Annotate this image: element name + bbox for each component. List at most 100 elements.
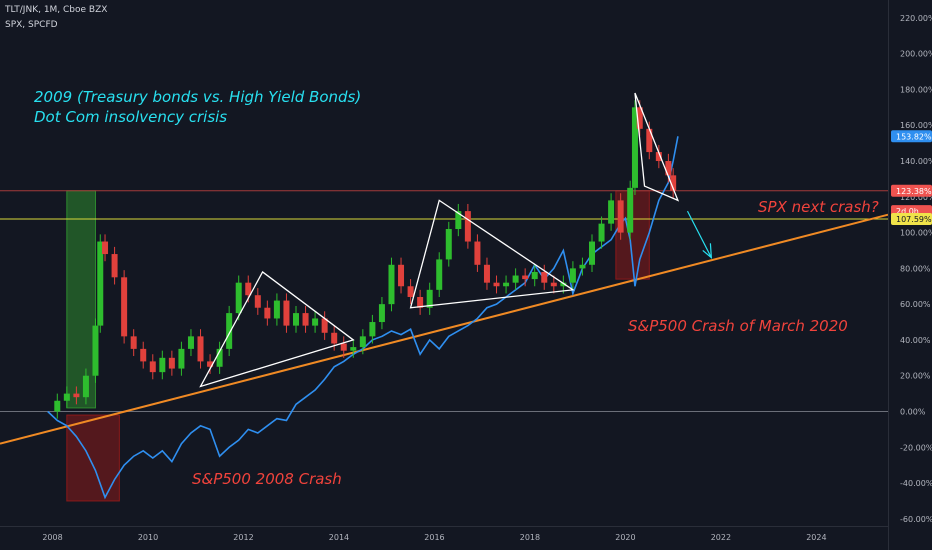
y-tick-label: -20.00% xyxy=(900,443,932,452)
candle-body xyxy=(111,254,118,278)
candle-body xyxy=(273,300,280,319)
pattern-triangle-2 xyxy=(634,92,680,202)
candle-body xyxy=(102,241,109,255)
price-label-text: 2d 0h xyxy=(896,207,919,216)
y-tick-label: 80.00% xyxy=(900,264,931,273)
candle-body xyxy=(579,264,586,269)
candle-body xyxy=(321,318,328,333)
candle-body xyxy=(73,393,80,398)
x-tick-label: 2012 xyxy=(233,533,253,542)
candle-body xyxy=(226,313,233,349)
y-tick-label: 40.00% xyxy=(900,336,931,345)
x-tick-label: 2022 xyxy=(711,533,731,542)
candle-body xyxy=(359,336,366,348)
x-tick-label: 2016 xyxy=(424,533,444,542)
candle-body xyxy=(82,375,89,398)
candle-body xyxy=(369,322,376,337)
x-tick-label: 2018 xyxy=(520,533,540,542)
candle-body xyxy=(63,393,70,401)
x-tick-label: 2024 xyxy=(806,533,826,542)
time-scale-separator xyxy=(0,526,888,527)
candle-body xyxy=(627,187,634,233)
candle-body xyxy=(187,336,194,349)
candle-body xyxy=(631,107,638,188)
candle-body xyxy=(493,282,500,287)
x-tick-label: 2010 xyxy=(138,533,158,542)
candle-body xyxy=(608,200,615,224)
x-tick-label: 2020 xyxy=(615,533,635,542)
candle-body xyxy=(426,289,433,308)
price-label-box xyxy=(891,184,932,197)
candle-body xyxy=(293,313,299,326)
x-tick-label: 2008 xyxy=(42,533,62,542)
compare-symbol-header[interactable]: SPX, SPCFD xyxy=(5,20,58,30)
y-tick-label: 20.00% xyxy=(900,372,931,381)
projection-arrow-head xyxy=(702,243,713,259)
candle-body xyxy=(245,282,252,296)
candle-body xyxy=(340,343,347,351)
pattern-triangle-1 xyxy=(409,199,575,309)
candle-body xyxy=(589,241,595,265)
support-trend-line xyxy=(0,213,889,445)
y-tick-label: -60.00% xyxy=(900,515,932,524)
candle-body xyxy=(54,400,61,412)
y-tick-label: 120.00% xyxy=(900,193,932,202)
candle-body xyxy=(235,282,242,314)
candle-body xyxy=(197,336,204,362)
candle-body xyxy=(512,275,519,283)
projection-arrow xyxy=(686,210,712,258)
highlight-zone-green-0 xyxy=(66,190,96,409)
candle-body xyxy=(149,361,156,373)
candle-body xyxy=(436,259,443,290)
candle-body xyxy=(178,348,185,369)
price-label-box xyxy=(891,130,932,143)
candle-body xyxy=(388,264,395,305)
candle-body xyxy=(378,304,385,323)
annotation-crash-2020: S&P500 Crash of March 2020 xyxy=(628,317,848,335)
candle-body xyxy=(283,300,290,326)
candle-body xyxy=(646,128,653,153)
candle-body xyxy=(350,347,357,351)
highlight-zone-red-1 xyxy=(66,414,120,502)
candle-body xyxy=(531,271,538,280)
candle-body xyxy=(503,282,510,287)
price-scale-separator xyxy=(888,0,889,550)
candle-body xyxy=(92,325,99,376)
candle-body xyxy=(598,223,605,242)
y-tick-label: 0.00% xyxy=(900,407,926,416)
candle-body xyxy=(264,307,271,319)
candle-body xyxy=(445,229,452,260)
candle-body xyxy=(655,152,662,162)
y-tick-label: -40.00% xyxy=(900,479,932,488)
candle-body xyxy=(636,107,643,129)
candle-body xyxy=(216,348,223,367)
annotation-title-2: Dot Com insolvency crisis xyxy=(34,108,227,126)
y-tick-label: 140.00% xyxy=(900,157,932,166)
candle-body xyxy=(541,271,548,283)
candle-body xyxy=(617,200,624,233)
y-tick-label: 200.00% xyxy=(900,50,932,59)
candle-body xyxy=(312,318,319,326)
candle-body xyxy=(254,295,261,308)
candle-body xyxy=(670,175,677,191)
pattern-triangle-0 xyxy=(199,270,355,388)
candle-body xyxy=(407,286,414,297)
price-label-box xyxy=(891,213,932,226)
y-tick-label: 180.00% xyxy=(900,85,932,94)
candle-body xyxy=(331,332,338,344)
candle-body xyxy=(550,282,557,287)
candle-body xyxy=(97,241,104,326)
price-label-text: 153.82% xyxy=(896,132,932,141)
spx-series-line xyxy=(47,136,679,500)
candle-body xyxy=(130,336,137,349)
candle-body xyxy=(569,268,576,283)
y-tick-label: 160.00% xyxy=(900,121,932,130)
symbol-header[interactable]: TLT/JNK, 1M, Cboe BZX xyxy=(5,5,108,15)
candle-body xyxy=(522,275,529,280)
candle-body xyxy=(665,161,672,176)
candle-body xyxy=(464,211,471,242)
candle-body xyxy=(159,357,166,373)
candle-body xyxy=(560,282,567,287)
annotation-spx-next: SPX next crash? xyxy=(758,198,879,216)
